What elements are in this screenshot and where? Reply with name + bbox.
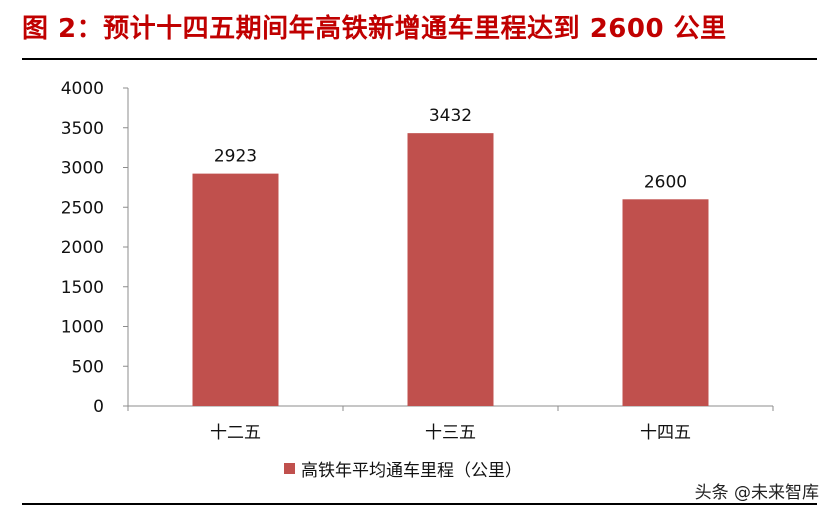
data-label: 3432 [429, 106, 472, 126]
bar [622, 199, 709, 406]
x-tick-label: 十四五 [640, 423, 691, 443]
x-tick-label: 十二五 [210, 423, 261, 443]
y-tick-label: 500 [72, 357, 104, 377]
legend-swatch [284, 463, 295, 474]
top-rule [22, 58, 817, 60]
watermark: 头条 @未来智库 [694, 483, 819, 503]
y-tick-label: 2000 [61, 238, 104, 258]
chart-title: 图 2：预计十四五期间年高铁新增通车里程达到 2600 公里 [22, 14, 727, 44]
y-tick-label: 1000 [61, 318, 104, 338]
y-tick-label: 4000 [61, 79, 104, 99]
data-label: 2600 [644, 172, 687, 192]
y-tick-label: 0 [93, 397, 104, 417]
bar [192, 173, 279, 406]
legend-label: 高铁年平均通车里程（公里） [301, 461, 522, 481]
legend: 高铁年平均通车里程（公里） [284, 456, 522, 481]
data-label: 2923 [214, 147, 257, 167]
x-tick-label: 十三五 [425, 423, 476, 443]
y-tick-label: 3500 [61, 119, 104, 139]
bar [407, 133, 494, 406]
y-tick-label: 2500 [61, 198, 104, 218]
y-tick-label: 3000 [61, 159, 104, 179]
bottom-rule [22, 503, 817, 505]
y-tick-label: 1500 [61, 278, 104, 298]
